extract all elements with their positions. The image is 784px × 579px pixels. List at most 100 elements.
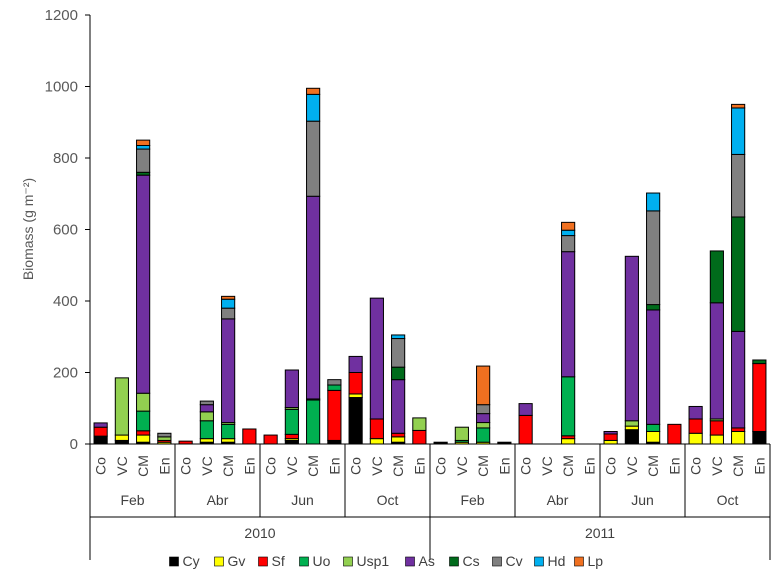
y-tick-label: 200 <box>53 365 78 382</box>
bar-segment-sf <box>688 418 703 434</box>
bar-segment-sf <box>93 426 108 437</box>
legend-swatch-cs <box>449 556 459 567</box>
bar-segment-hd <box>136 144 151 150</box>
x-treatment-label: CM <box>305 455 321 477</box>
bar-segment-gv <box>199 438 214 443</box>
x-treatment-label: En <box>241 457 257 474</box>
bar-segment-sf <box>391 432 406 438</box>
y-tick-label: 400 <box>53 293 78 310</box>
legend-label: Hd <box>548 553 566 569</box>
x-month-label: Abr <box>207 492 229 508</box>
legend-swatch-usp1 <box>343 556 353 567</box>
bar-segment-cv <box>327 379 342 386</box>
x-treatment-label: Co <box>433 457 449 475</box>
bar-segment-cy <box>93 435 108 445</box>
y-tick-label: 1000 <box>45 79 78 96</box>
bar-segment-hd <box>561 229 576 237</box>
bar-segment-cv <box>221 307 236 320</box>
legend-label: Gv <box>228 553 246 569</box>
y-tick-label: 0 <box>70 436 78 453</box>
bar-segment-sf <box>667 423 682 445</box>
bar-segment-sf <box>709 420 724 436</box>
bar-segment-sf <box>369 418 384 440</box>
bar-segment-as <box>136 174 151 394</box>
x-month-label: Oct <box>377 492 399 508</box>
legend-swatch-uo <box>299 556 309 567</box>
x-treatment-label: VC <box>369 456 385 475</box>
bar-segment-lp <box>136 139 151 146</box>
bar-segment-hd <box>646 192 661 212</box>
bar-segment-gv <box>731 430 746 445</box>
bar-segment-as <box>731 330 746 429</box>
bar-segment-lp <box>306 87 321 95</box>
bar-segment-as <box>221 318 236 424</box>
bar-segment-sf <box>348 372 363 395</box>
x-treatment-label: CM <box>645 455 661 477</box>
bar-segment-cs <box>391 366 406 381</box>
bar-segment-cy <box>327 439 342 445</box>
x-treatment-label: VC <box>284 456 300 475</box>
x-treatment-label: En <box>666 457 682 474</box>
bar-segment-uo <box>476 427 491 443</box>
y-axis-grid: 0 200 400 600 800 1000 1200 <box>45 7 90 453</box>
bar-segment-gv <box>561 438 576 445</box>
bar-segment-gv <box>114 434 129 441</box>
bar-segment-cs <box>646 304 661 311</box>
bar-segment-cs <box>752 359 767 365</box>
legend-label: Cy <box>183 553 200 569</box>
x-treatment-label: En <box>326 457 342 474</box>
bar-segment-usp1 <box>199 411 214 422</box>
bar-segment-sf <box>731 427 746 432</box>
bar-segment-lp <box>476 365 491 406</box>
x-treatment-label: VC <box>709 456 725 475</box>
bar-segment-cs <box>709 250 724 304</box>
bar-segment-as <box>93 422 108 428</box>
bar-segment-uo <box>306 399 321 445</box>
bar-segment-cv <box>306 120 321 197</box>
bar-segment-cs <box>731 216 746 332</box>
bar-segment-hd <box>221 298 236 309</box>
legend-label: Usp1 <box>357 553 390 569</box>
bar-segment-uo <box>646 423 661 432</box>
x-month-label: Oct <box>717 492 739 508</box>
bar-segment-cy <box>348 397 363 445</box>
x-treatment-label: CM <box>560 455 576 477</box>
bar-segment-gv <box>688 432 703 445</box>
bar-segment-gv <box>603 439 618 445</box>
x-treatment-label: CM <box>135 455 151 477</box>
bar-segment-cv <box>157 432 172 438</box>
bar-segment-as <box>518 403 533 416</box>
bar-segment-hd <box>391 334 406 340</box>
bar-segment-cy <box>284 439 299 445</box>
legend-swatch-sf <box>258 556 268 567</box>
bar-segment-cv <box>731 153 746 218</box>
x-month-label: Jun <box>291 492 314 508</box>
bar-segment-as <box>561 251 576 378</box>
x-treatment-label: En <box>156 457 172 474</box>
bar-segment-uo <box>327 384 342 391</box>
bar-segment-usp1 <box>114 377 129 436</box>
y-tick-label: 800 <box>53 150 78 167</box>
bar-segment-lp <box>561 221 576 231</box>
bar-segment-uo <box>136 410 151 432</box>
bar-segment-as <box>369 297 384 420</box>
y-tick-label: 600 <box>53 222 78 239</box>
bar-segment-sf <box>284 433 299 440</box>
legend-label: Cs <box>463 553 480 569</box>
legend-swatch-lp <box>574 556 584 567</box>
legend-label: Sf <box>272 553 285 569</box>
x-treatment-label: VC <box>539 456 555 475</box>
bar-segment-gv <box>369 438 384 445</box>
x-treatment-label: Co <box>688 457 704 475</box>
x-year-label: 2011 <box>585 525 615 541</box>
x-month-label: Feb <box>120 492 144 508</box>
bar-segment-uo <box>199 420 214 440</box>
bar-segment-as <box>709 302 724 420</box>
x-treatment-label: Co <box>263 457 279 475</box>
bar-segment-gv <box>709 434 724 445</box>
x-treatment-label: VC <box>624 456 640 475</box>
legend-swatch-cy <box>169 556 179 567</box>
bar-segment-cv <box>136 148 151 173</box>
legend-label: As <box>419 553 435 569</box>
